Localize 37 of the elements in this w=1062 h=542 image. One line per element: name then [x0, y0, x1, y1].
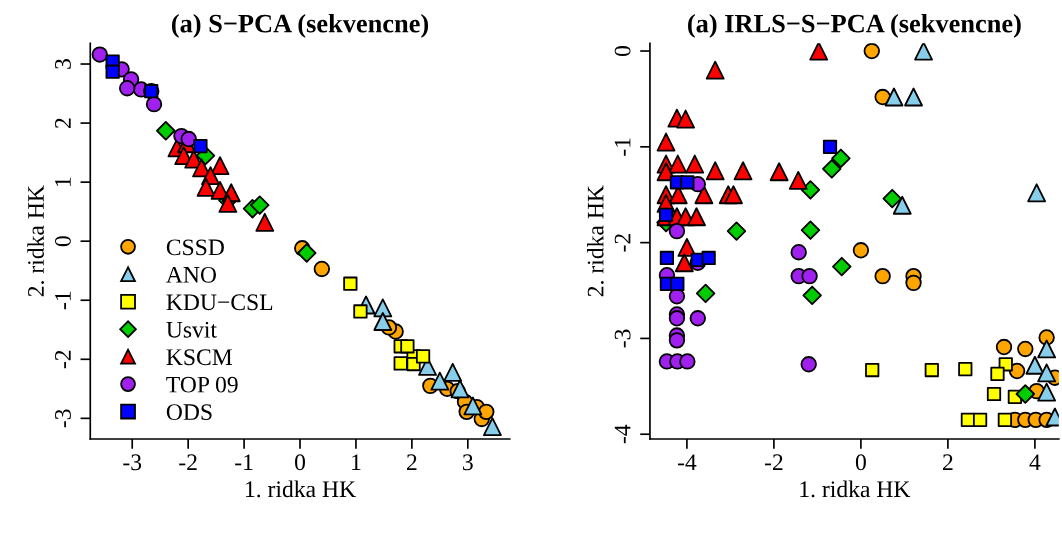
- y-tick-label: -1: [55, 291, 71, 310]
- y-tick-label: -3: [55, 409, 71, 428]
- chart-title: (a) IRLS−S−PCA (sekvencne): [688, 13, 1021, 38]
- legend-label: ANO: [166, 266, 217, 283]
- x-tick-label: 1: [352, 454, 361, 470]
- y-tick-label: -2: [55, 350, 71, 369]
- legend-label: TOP 09: [166, 376, 238, 393]
- x-tick-label: 0: [855, 454, 866, 471]
- x-tick-label: 0: [295, 454, 306, 471]
- y-tick-label: 1: [55, 177, 71, 186]
- y-axis-title: 2. ridka HK: [27, 185, 45, 297]
- x-tick-label: -3: [123, 454, 142, 471]
- y-tick-label: -2: [614, 234, 631, 252]
- x-tick-label: -2: [764, 454, 783, 470]
- y-axis-title: 2. ridka HK: [586, 185, 604, 297]
- legend-label: KSCM: [166, 349, 233, 366]
- x-tick-label: -2: [179, 454, 197, 470]
- legend-label: ODS: [166, 404, 212, 421]
- x-tick-label: 4: [1029, 454, 1041, 470]
- x-tick-label: -1: [235, 454, 253, 470]
- y-tick-label: -4: [614, 424, 631, 444]
- y-tick-label: 0: [54, 236, 71, 247]
- legend-label: CSSD: [166, 239, 224, 256]
- legend-label: KDU−CSL: [166, 294, 273, 311]
- y-tick-label: 0: [614, 46, 631, 57]
- chart-title: (a) S−PCA (sekvencne): [171, 13, 429, 38]
- x-axis-title: 1. ridka HK: [246, 480, 356, 498]
- y-tick-label: -3: [614, 329, 631, 348]
- x-tick-label: 2: [943, 454, 953, 470]
- legend-label: Usvit: [166, 321, 217, 338]
- y-tick-label: -1: [614, 138, 631, 156]
- x-tick-label: 3: [463, 454, 473, 471]
- y-tick-label: 3: [55, 59, 71, 69]
- x-tick-label: -4: [677, 454, 697, 470]
- y-tick-label: 2: [55, 118, 71, 128]
- x-tick-label: 2: [407, 454, 417, 470]
- x-axis-title: 1. ridka HK: [800, 480, 911, 498]
